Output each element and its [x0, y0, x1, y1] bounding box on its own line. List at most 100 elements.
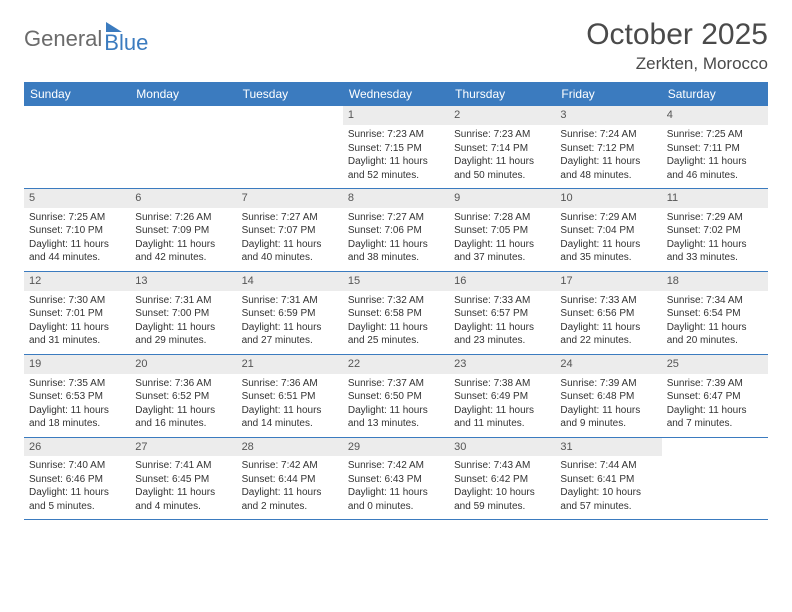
daylight-line1: Daylight: 11 hours [135, 238, 231, 252]
sunrise-text: Sunrise: 7:35 AM [29, 377, 125, 391]
sunset-text: Sunset: 6:46 PM [29, 473, 125, 487]
calendar-day: 26Sunrise: 7:40 AMSunset: 6:46 PMDayligh… [24, 438, 130, 520]
day-number: 17 [560, 274, 656, 289]
calendar-day: 9Sunrise: 7:28 AMSunset: 7:05 PMDaylight… [449, 189, 555, 271]
calendar-day: 20Sunrise: 7:36 AMSunset: 6:52 PMDayligh… [130, 355, 236, 437]
calendar-header-row: SundayMondayTuesdayWednesdayThursdayFrid… [24, 82, 768, 106]
sunset-text: Sunset: 7:15 PM [348, 142, 444, 156]
daylight-line2: and 25 minutes. [348, 334, 444, 348]
daylight-line1: Daylight: 11 hours [667, 155, 763, 169]
calendar-week: 1Sunrise: 7:23 AMSunset: 7:15 PMDaylight… [24, 106, 768, 188]
sunset-text: Sunset: 7:02 PM [667, 224, 763, 238]
daylight-line1: Daylight: 11 hours [560, 238, 656, 252]
sunset-text: Sunset: 7:01 PM [29, 307, 125, 321]
sunset-text: Sunset: 6:47 PM [667, 390, 763, 404]
day-number-strip: 10 [555, 189, 661, 208]
day-number: 18 [667, 274, 763, 289]
sunset-text: Sunset: 6:41 PM [560, 473, 656, 487]
daylight-line2: and 16 minutes. [135, 417, 231, 431]
calendar-body: 1Sunrise: 7:23 AMSunset: 7:15 PMDaylight… [24, 106, 768, 520]
sunset-text: Sunset: 6:48 PM [560, 390, 656, 404]
day-number: 15 [348, 274, 444, 289]
day-number-strip: 19 [24, 355, 130, 374]
day-header: Tuesday [237, 82, 343, 106]
calendar-day: 17Sunrise: 7:33 AMSunset: 6:56 PMDayligh… [555, 272, 661, 354]
calendar-week: 12Sunrise: 7:30 AMSunset: 7:01 PMDayligh… [24, 271, 768, 354]
day-number-strip: 22 [343, 355, 449, 374]
daylight-line1: Daylight: 11 hours [454, 238, 550, 252]
sunrise-text: Sunrise: 7:23 AM [348, 128, 444, 142]
daylight-line1: Daylight: 11 hours [454, 321, 550, 335]
calendar-week: 26Sunrise: 7:40 AMSunset: 6:46 PMDayligh… [24, 437, 768, 521]
day-number: 12 [29, 274, 125, 289]
daylight-line1: Daylight: 11 hours [454, 404, 550, 418]
daylight-line2: and 52 minutes. [348, 169, 444, 183]
day-number-strip: 24 [555, 355, 661, 374]
daylight-line2: and 13 minutes. [348, 417, 444, 431]
calendar-day: 19Sunrise: 7:35 AMSunset: 6:53 PMDayligh… [24, 355, 130, 437]
calendar-day: 16Sunrise: 7:33 AMSunset: 6:57 PMDayligh… [449, 272, 555, 354]
day-number [667, 440, 763, 455]
daylight-line1: Daylight: 11 hours [348, 321, 444, 335]
day-number: 10 [560, 191, 656, 206]
day-header: Sunday [24, 82, 130, 106]
sunset-text: Sunset: 7:07 PM [242, 224, 338, 238]
daylight-line2: and 4 minutes. [135, 500, 231, 514]
sunset-text: Sunset: 7:14 PM [454, 142, 550, 156]
daylight-line1: Daylight: 11 hours [242, 238, 338, 252]
day-header: Monday [130, 82, 236, 106]
daylight-line1: Daylight: 11 hours [667, 321, 763, 335]
sunset-text: Sunset: 6:56 PM [560, 307, 656, 321]
sunrise-text: Sunrise: 7:26 AM [135, 211, 231, 225]
sunset-text: Sunset: 6:49 PM [454, 390, 550, 404]
sunrise-text: Sunrise: 7:29 AM [667, 211, 763, 225]
daylight-line2: and 50 minutes. [454, 169, 550, 183]
day-number: 7 [242, 191, 338, 206]
sunrise-text: Sunrise: 7:41 AM [135, 459, 231, 473]
sunset-text: Sunset: 6:44 PM [242, 473, 338, 487]
daylight-line1: Daylight: 11 hours [667, 404, 763, 418]
sunset-text: Sunset: 7:11 PM [667, 142, 763, 156]
day-number-strip: 18 [662, 272, 768, 291]
day-number-strip: 30 [449, 438, 555, 457]
daylight-line2: and 57 minutes. [560, 500, 656, 514]
day-number-strip: 31 [555, 438, 661, 457]
day-number-strip: 25 [662, 355, 768, 374]
daylight-line2: and 31 minutes. [29, 334, 125, 348]
calendar-day-empty [662, 438, 768, 520]
calendar-day: 12 Sunrise: 7:30 AMSunset: 7:01 PMDayligh… [24, 272, 130, 354]
calendar-day: 23Sunrise: 7:38 AMSunset: 6:49 PMDayligh… [449, 355, 555, 437]
sunrise-text: Sunrise: 7:27 AM [242, 211, 338, 225]
sunset-text: Sunset: 7:00 PM [135, 307, 231, 321]
day-number-strip: 21 [237, 355, 343, 374]
day-number-strip: 4 [662, 106, 768, 125]
daylight-line2: and 20 minutes. [667, 334, 763, 348]
calendar-day: 11Sunrise: 7:29 AMSunset: 7:02 PMDayligh… [662, 189, 768, 271]
daylight-line1: Daylight: 11 hours [29, 486, 125, 500]
sunrise-text: Sunrise: 7:37 AM [348, 377, 444, 391]
sunset-text: Sunset: 6:54 PM [667, 307, 763, 321]
daylight-line2: and 11 minutes. [454, 417, 550, 431]
sunrise-text: Sunrise: 7:30 AM [29, 294, 125, 308]
daylight-line1: Daylight: 11 hours [135, 486, 231, 500]
day-number: 16 [454, 274, 550, 289]
day-number: 1 [348, 108, 444, 123]
daylight-line2: and 35 minutes. [560, 251, 656, 265]
sunset-text: Sunset: 7:06 PM [348, 224, 444, 238]
day-number-strip [24, 106, 130, 125]
day-number: 30 [454, 440, 550, 455]
sunset-text: Sunset: 7:10 PM [29, 224, 125, 238]
daylight-line1: Daylight: 11 hours [560, 155, 656, 169]
calendar-day: 7 Sunrise: 7:27 AMSunset: 7:07 PMDaylight… [237, 189, 343, 271]
sunrise-text: Sunrise: 7:23 AM [454, 128, 550, 142]
day-number-strip: 7 [237, 189, 343, 208]
sunset-text: Sunset: 6:50 PM [348, 390, 444, 404]
calendar-week: 5Sunrise: 7:25 AMSunset: 7:10 PMDaylight… [24, 188, 768, 271]
day-number-strip: 16 [449, 272, 555, 291]
sunrise-text: Sunrise: 7:38 AM [454, 377, 550, 391]
sunrise-text: Sunrise: 7:27 AM [348, 211, 444, 225]
sunrise-text: Sunrise: 7:29 AM [560, 211, 656, 225]
daylight-line1: Daylight: 10 hours [454, 486, 550, 500]
daylight-line1: Daylight: 11 hours [29, 321, 125, 335]
daylight-line2: and 7 minutes. [667, 417, 763, 431]
